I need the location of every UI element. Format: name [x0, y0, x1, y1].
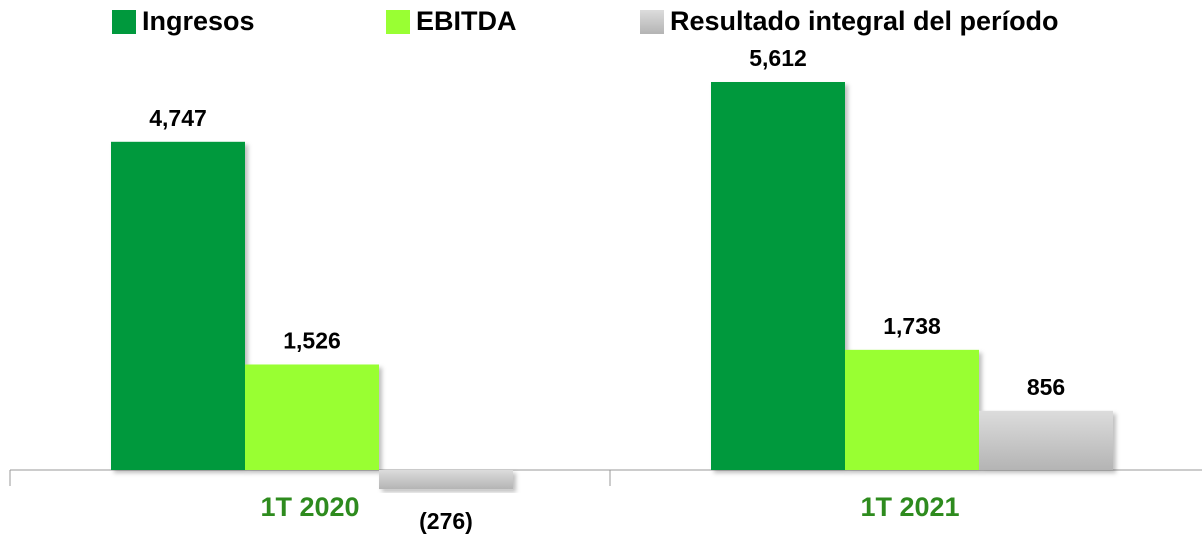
- legend-swatch: [640, 10, 664, 34]
- value-label: 4,747: [149, 105, 207, 131]
- bar: [711, 82, 845, 470]
- legend-label: Resultado integral del período: [670, 6, 1059, 36]
- value-label: 1,738: [883, 313, 941, 339]
- legend-label: EBITDA: [416, 6, 517, 36]
- value-label: 5,612: [749, 45, 807, 71]
- bar: [979, 410, 1113, 470]
- value-label: 1,526: [283, 328, 341, 354]
- value-label: (276): [419, 508, 473, 534]
- x-tick-label: 1T 2021: [860, 492, 959, 522]
- bar: [245, 364, 379, 470]
- bar: [379, 470, 513, 490]
- x-tick-label: 1T 2020: [260, 492, 359, 522]
- bar: [845, 349, 979, 470]
- bar: [111, 141, 245, 470]
- value-label: 856: [1027, 374, 1065, 400]
- legend-label: Ingresos: [142, 6, 255, 36]
- legend-swatch: [386, 10, 410, 34]
- legend-swatch: [112, 10, 136, 34]
